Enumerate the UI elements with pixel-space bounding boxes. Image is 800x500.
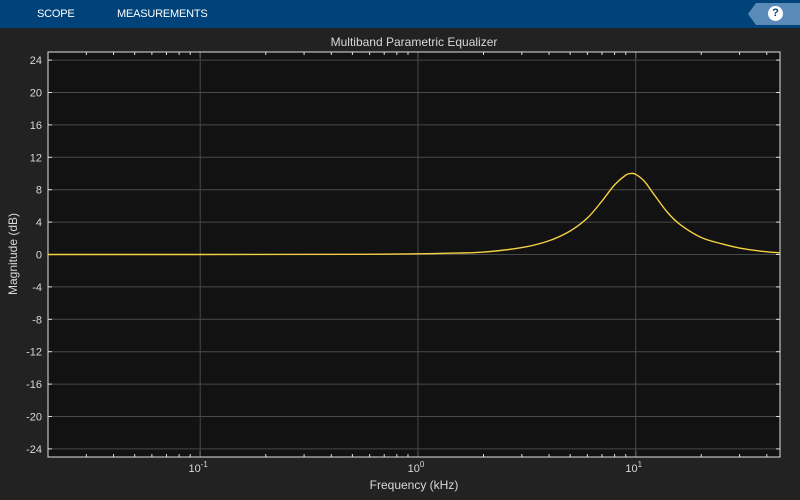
x-tick-base: 10 [625, 463, 637, 475]
tab-measurements[interactable]: MEASUREMENTS [117, 8, 208, 20]
y-tick-label: 16 [30, 120, 42, 132]
y-tick-label: -24 [26, 444, 42, 456]
help-button[interactable]: ? [748, 3, 800, 25]
y-tick-label: -16 [26, 379, 42, 391]
x-axis-label: Frequency (kHz) [370, 478, 459, 492]
y-axis-label: Magnitude (dB) [6, 213, 20, 295]
x-tick-base: 10 [408, 463, 420, 475]
x-tick-base: 10 [189, 463, 201, 475]
x-tick-label: 101 [625, 460, 642, 475]
y-tick-label: -8 [32, 314, 42, 326]
x-tick-label: 100 [408, 460, 425, 475]
x-tick-exponent: 0 [420, 460, 425, 469]
x-tick-label: 10-1 [189, 460, 209, 475]
magnitude-response-line [47, 172, 781, 256]
y-tick-label: 8 [36, 185, 42, 197]
toolbar: SCOPE MEASUREMENTS ? [0, 0, 800, 28]
chart-title: Multiband Parametric Equalizer [331, 35, 498, 49]
y-tick-label: -20 [26, 412, 42, 424]
y-tick-label: 12 [30, 152, 42, 164]
tab-scope[interactable]: SCOPE [37, 8, 75, 20]
x-tick-exponent: 1 [638, 460, 643, 469]
y-tick-label: 20 [30, 88, 42, 100]
y-tick-label: -12 [26, 347, 42, 359]
y-tick-label: -4 [32, 282, 42, 294]
y-tick-label: 4 [36, 217, 42, 229]
y-tick-label: 24 [30, 55, 42, 67]
x-tick-exponent: -1 [201, 460, 209, 469]
y-tick-label: 0 [36, 250, 42, 262]
help-icon: ? [768, 6, 783, 21]
